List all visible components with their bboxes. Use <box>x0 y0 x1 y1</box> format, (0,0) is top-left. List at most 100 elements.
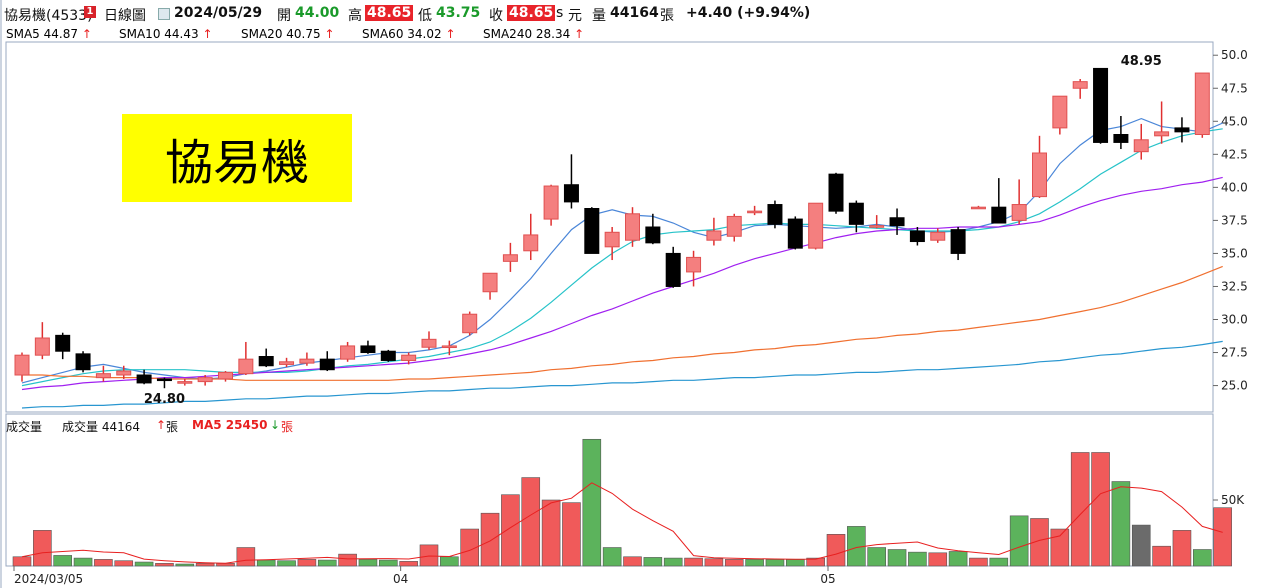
close-flag: s <box>556 5 564 21</box>
period-badge[interactable]: 1 <box>84 6 96 18</box>
price-change: +4.40 (+9.94%) <box>686 5 811 21</box>
candle-body <box>726 215 742 237</box>
price-y-tick-label: 42.5 <box>1221 147 1248 161</box>
volume-bar <box>195 563 215 567</box>
candle-body <box>441 345 457 349</box>
candle-body <box>238 358 254 375</box>
volume-ma5-unit: 張 <box>281 420 294 434</box>
candle-body <box>462 313 478 334</box>
close-value: 48.65 <box>507 5 556 21</box>
candle-body <box>828 173 844 212</box>
volume-bar <box>541 499 561 567</box>
candle-body <box>1133 139 1149 153</box>
volume-bar <box>419 544 439 567</box>
candle-body <box>930 231 946 241</box>
candle-body <box>625 213 640 241</box>
volume-bar <box>1172 530 1192 567</box>
price-y-tick-label: 25.0 <box>1221 379 1248 393</box>
sma20-line <box>21 176 1223 391</box>
volume-bar <box>745 559 764 567</box>
chart-kind-label[interactable]: 日線圖 <box>104 8 146 24</box>
sma5-legend[interactable]: SMA5 44.87 ↑ <box>6 27 92 41</box>
candle-body <box>665 252 681 287</box>
volume-ma5-down-arrow-icon: ↓ <box>270 418 281 432</box>
volume-bar <box>1193 549 1212 567</box>
candle-body <box>482 272 498 293</box>
stock-title: 協易機(4533) <box>4 8 93 24</box>
sma20-legend-text: SMA20 40.75 <box>241 27 321 41</box>
candle-body <box>502 254 518 262</box>
candle-body <box>950 229 966 254</box>
sma240-legend-text: SMA240 28.34 <box>483 27 571 41</box>
volume-bar <box>1070 452 1090 567</box>
candle-body <box>848 202 864 225</box>
price-y-tick-label: 37.5 <box>1221 213 1248 227</box>
sma240-legend[interactable]: SMA240 28.34 ↑ <box>483 27 584 41</box>
candle-body <box>299 358 315 364</box>
volume-bar <box>684 557 703 567</box>
candle-body <box>340 345 356 360</box>
candle-body <box>360 345 376 354</box>
price-y-tick-label: 27.5 <box>1221 346 1248 360</box>
x-tick-label: 05 <box>820 572 835 586</box>
sma60-legend[interactable]: SMA60 34.02 ↑ <box>362 27 456 41</box>
volume-bar <box>765 559 785 567</box>
volume-bar <box>826 534 846 567</box>
volume-bar <box>1009 515 1029 567</box>
sma5-legend-text: SMA5 44.87 <box>6 27 78 41</box>
candle-body <box>1072 81 1088 89</box>
candle-body <box>197 377 213 383</box>
volume-bar <box>297 559 317 567</box>
volume-bar <box>562 502 581 567</box>
volume-bar <box>317 559 337 567</box>
volume-bar <box>378 559 398 567</box>
volume-bar <box>969 557 988 567</box>
sma10-legend[interactable]: SMA10 44.43 ↑ <box>119 27 213 41</box>
candle-body <box>808 202 824 249</box>
volume-bar <box>928 552 948 567</box>
candle-body <box>584 208 600 254</box>
volume-bar <box>887 549 907 567</box>
sma60-line <box>22 265 1223 381</box>
sma10-arrow-icon: ↑ <box>202 27 213 41</box>
candle-body <box>116 370 132 376</box>
volume-bar <box>948 551 968 567</box>
volume-bar <box>33 530 52 567</box>
volume-bar <box>440 556 459 567</box>
candle-body <box>136 374 152 384</box>
candle-body <box>604 231 620 248</box>
price-y-tick-label: 32.5 <box>1221 279 1248 293</box>
volume-bar <box>623 556 642 567</box>
candle-body <box>75 353 91 371</box>
volume-legend-unit: 張 <box>166 420 179 434</box>
candle-body <box>563 184 579 203</box>
vol_ma5-line <box>21 482 1223 564</box>
candle-body <box>869 225 885 228</box>
candle-body <box>523 234 539 252</box>
candle-body <box>645 226 661 244</box>
price-extreme-label: 48.95 <box>1121 54 1162 69</box>
candle-body <box>177 381 193 384</box>
candle-body <box>1011 204 1027 221</box>
volume-bar <box>216 563 235 567</box>
price-y-tick-label: 30.0 <box>1221 313 1248 327</box>
currency-label: 元 <box>568 8 582 24</box>
volume-bar <box>94 559 113 567</box>
candle-body <box>1113 134 1129 143</box>
volume-bar <box>724 559 744 567</box>
candle-body <box>218 371 233 380</box>
open-value: 44.00 <box>295 5 340 21</box>
candle-body <box>380 350 396 361</box>
candle-body <box>686 256 702 273</box>
sma240-line <box>21 340 1223 409</box>
options-checkbox-icon[interactable] <box>158 8 170 20</box>
quote-date: 2024/05/29 <box>174 5 263 21</box>
candle-body <box>14 354 30 376</box>
volume-bar <box>175 563 195 567</box>
volume-bar <box>256 559 276 567</box>
low-value: 43.75 <box>436 5 481 21</box>
volume-ma5-legend[interactable]: MA5 25450 <box>192 418 268 432</box>
sma20-legend[interactable]: SMA20 40.75 ↑ <box>241 27 335 41</box>
x-tick-label: 2024/03/05 <box>14 572 83 586</box>
